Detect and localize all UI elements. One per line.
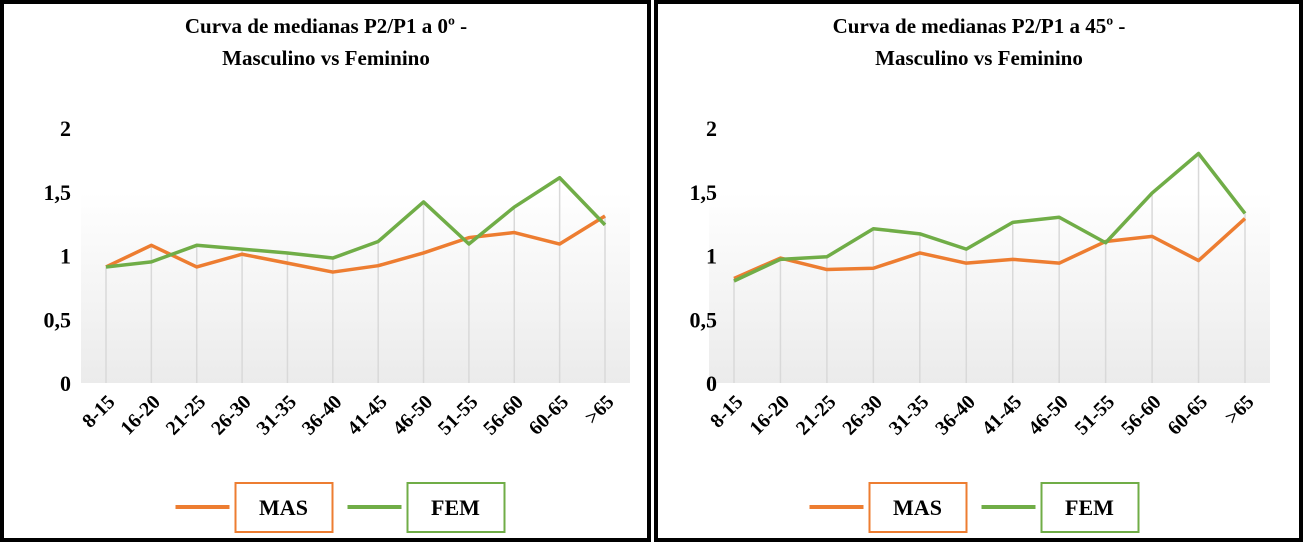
legend-label: FEM xyxy=(431,495,480,520)
y-tick-label: 0,5 xyxy=(44,307,72,332)
x-tick-label: 31-35 xyxy=(885,391,934,440)
x-tick-label: 21-25 xyxy=(162,391,211,440)
panel-border xyxy=(654,0,1303,542)
x-tick-label: >65 xyxy=(581,391,619,429)
x-tick-label: 16-20 xyxy=(116,391,165,440)
legend-label: MAS xyxy=(893,495,942,520)
y-tick-label: 0 xyxy=(60,371,71,396)
line-series xyxy=(733,217,1247,281)
y-tick-label: 0,5 xyxy=(690,307,718,332)
x-tick-label: 60-65 xyxy=(1164,391,1213,440)
x-tick-label: 21-25 xyxy=(792,391,841,440)
title-box: Curva de medianas P2/P1 a 0º - Masculino… xyxy=(2,10,650,74)
x-tick-label: 26-30 xyxy=(207,391,256,440)
x-tick-label: 41-45 xyxy=(343,391,392,440)
x-tick-label: 60-65 xyxy=(525,391,574,440)
line-series xyxy=(105,175,607,269)
y-tick-label: 1 xyxy=(706,244,717,269)
x-tick-label: >65 xyxy=(1221,391,1259,429)
legend-box xyxy=(868,482,968,533)
panel-border xyxy=(0,0,651,542)
y-tick-label: 1 xyxy=(60,244,71,269)
chart-title: Curva de medianas P2/P1 a 45º - Masculin… xyxy=(832,14,1126,70)
legend-box xyxy=(406,482,506,533)
x-tick-label: 16-20 xyxy=(745,391,794,440)
x-tick-label: 46-50 xyxy=(389,391,438,440)
title-box: Curva de medianas P2/P1 a 45º - Masculin… xyxy=(655,10,1303,74)
y-tick-label: 1,5 xyxy=(44,180,72,205)
x-tick-label: 36-40 xyxy=(298,391,347,440)
chart-title: Curva de medianas P2/P1 a 0º - Masculino… xyxy=(184,14,468,70)
y-tick-label: 0 xyxy=(706,371,717,396)
x-tick-label: 51-55 xyxy=(434,391,483,440)
x-tick-label: 41-45 xyxy=(978,391,1027,440)
line-series xyxy=(105,214,606,274)
legend-label: MAS xyxy=(259,495,308,520)
x-tick-label: 31-35 xyxy=(252,391,301,440)
x-tick-label: 26-30 xyxy=(838,391,887,440)
y-tick-label: 1,5 xyxy=(690,180,718,205)
x-tick-label: 36-40 xyxy=(931,391,980,440)
x-tick-label: 51-55 xyxy=(1071,391,1120,440)
x-tick-label: 8-15 xyxy=(78,391,119,432)
plot-background xyxy=(81,191,630,383)
y-tick-label: 2 xyxy=(60,116,71,141)
legend-label: FEM xyxy=(1065,495,1114,520)
x-tick-label: 8-15 xyxy=(706,391,747,432)
legend-box xyxy=(234,482,334,533)
y-tick-label: 2 xyxy=(706,116,717,141)
line-series xyxy=(733,151,1247,283)
legend-box xyxy=(1040,482,1140,533)
plot-background xyxy=(709,191,1270,383)
x-tick-label: 56-60 xyxy=(1117,391,1166,440)
x-tick-label: 46-50 xyxy=(1024,391,1073,440)
x-tick-label: 56-60 xyxy=(479,391,528,440)
